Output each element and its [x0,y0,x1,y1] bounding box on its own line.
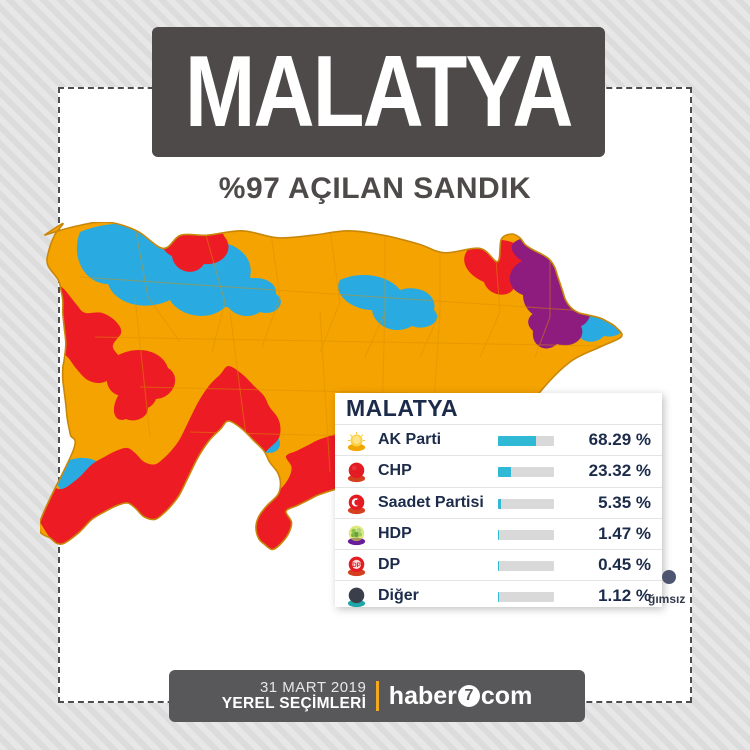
svg-text:DP: DP [352,562,361,569]
